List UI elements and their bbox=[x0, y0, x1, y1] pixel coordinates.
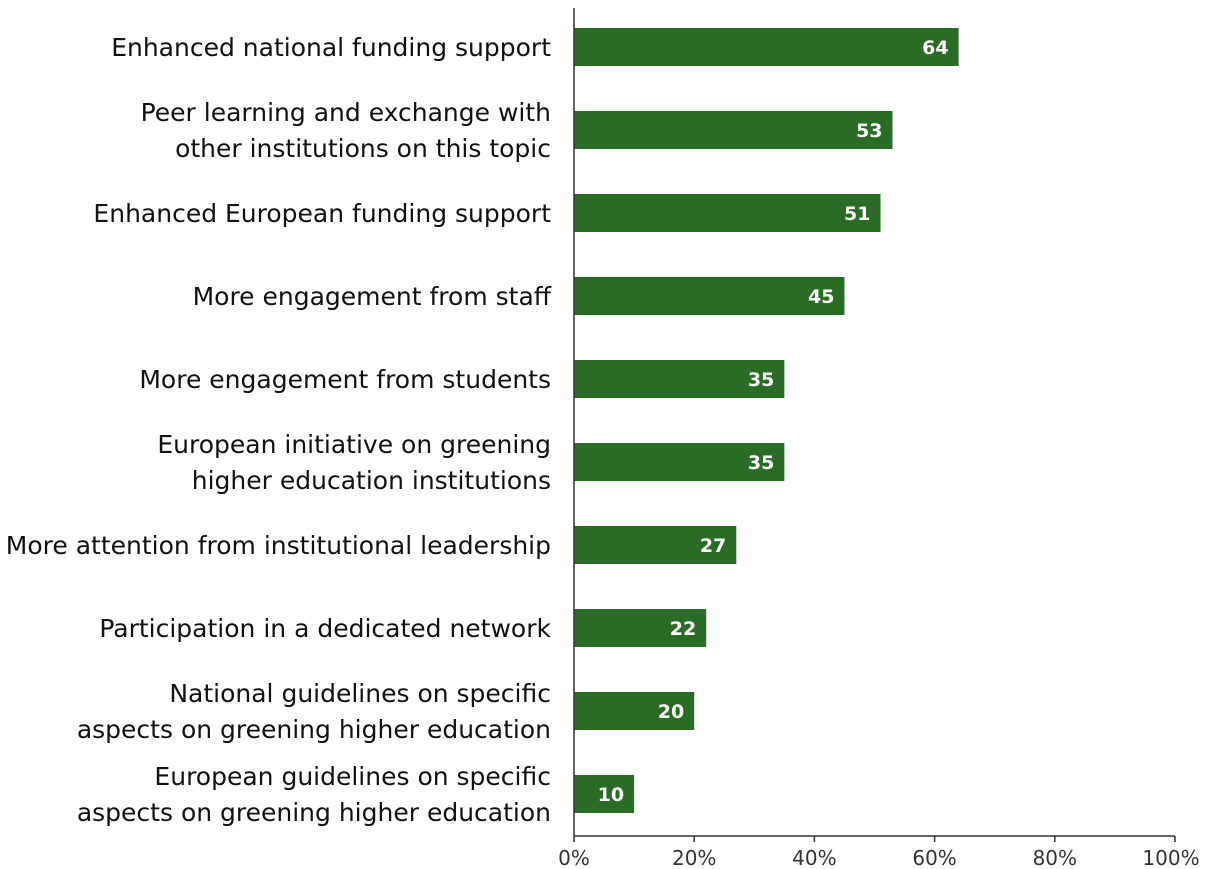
category-label: More attention from institutional leader… bbox=[6, 531, 551, 560]
bar bbox=[574, 443, 785, 481]
category-label: More engagement from students bbox=[139, 365, 551, 394]
category-label: Enhanced national funding support bbox=[111, 33, 551, 62]
bars-group bbox=[574, 28, 959, 813]
data-label: 53 bbox=[856, 120, 882, 142]
value-labels-group: 64 53 51 45 35 35 27 22 20 10 bbox=[598, 37, 949, 806]
x-tick-label: 0% bbox=[558, 846, 590, 869]
data-label: 27 bbox=[700, 535, 726, 557]
category-label-line: National guidelines on specific bbox=[169, 679, 551, 708]
data-label: 35 bbox=[748, 369, 774, 391]
category-label: European guidelines on specific aspects o… bbox=[77, 762, 551, 827]
category-label-line: Enhanced European funding support bbox=[93, 199, 551, 228]
category-label-line: Peer learning and exchange with bbox=[141, 98, 551, 127]
category-label: More engagement from staff bbox=[193, 282, 552, 311]
category-label-line: More engagement from staff bbox=[193, 282, 552, 311]
bar bbox=[574, 692, 695, 730]
category-label-line: aspects on greening higher education bbox=[77, 715, 551, 744]
x-ticks-group: 0% 20% 40% 60% 80% 100% bbox=[558, 836, 1200, 869]
bar bbox=[574, 360, 785, 398]
category-label-line: other institutions on this topic bbox=[175, 134, 551, 163]
bar bbox=[574, 775, 635, 813]
category-labels-group: Enhanced national funding support Peer le… bbox=[6, 33, 552, 827]
x-tick-label: 80% bbox=[1033, 846, 1077, 869]
bar bbox=[574, 28, 959, 66]
bar bbox=[574, 526, 737, 564]
bar bbox=[574, 194, 881, 232]
category-label: European initiative on greening higher ed… bbox=[157, 430, 551, 495]
category-label: Peer learning and exchange with other ins… bbox=[141, 98, 551, 163]
data-label: 35 bbox=[748, 452, 774, 474]
data-label: 51 bbox=[844, 203, 870, 225]
category-label-line: More attention from institutional leader… bbox=[6, 531, 551, 560]
x-tick-label: 40% bbox=[792, 846, 836, 869]
bar bbox=[574, 277, 845, 315]
data-label: 64 bbox=[922, 37, 948, 59]
data-label: 45 bbox=[808, 286, 834, 308]
x-tick-label: 20% bbox=[672, 846, 716, 869]
category-label-line: European initiative on greening bbox=[157, 430, 551, 459]
category-label-line: aspects on greening higher education bbox=[77, 798, 551, 827]
category-label-line: More engagement from students bbox=[139, 365, 551, 394]
category-label: National guidelines on specific aspects o… bbox=[77, 679, 551, 744]
x-tick-label: 60% bbox=[912, 846, 956, 869]
category-label: Enhanced European funding support bbox=[93, 199, 551, 228]
bar bbox=[574, 609, 707, 647]
x-tick-label: 100% bbox=[1142, 846, 1199, 869]
data-label: 22 bbox=[670, 618, 696, 640]
category-label-line: European guidelines on specific bbox=[154, 762, 551, 791]
data-label: 10 bbox=[598, 784, 624, 806]
category-label-line: Enhanced national funding support bbox=[111, 33, 551, 62]
bar bbox=[574, 111, 893, 149]
category-label-line: higher education institutions bbox=[192, 466, 551, 495]
category-label: Participation in a dedicated network bbox=[99, 614, 551, 643]
category-label-line: Participation in a dedicated network bbox=[99, 614, 551, 643]
data-label: 20 bbox=[658, 701, 684, 723]
